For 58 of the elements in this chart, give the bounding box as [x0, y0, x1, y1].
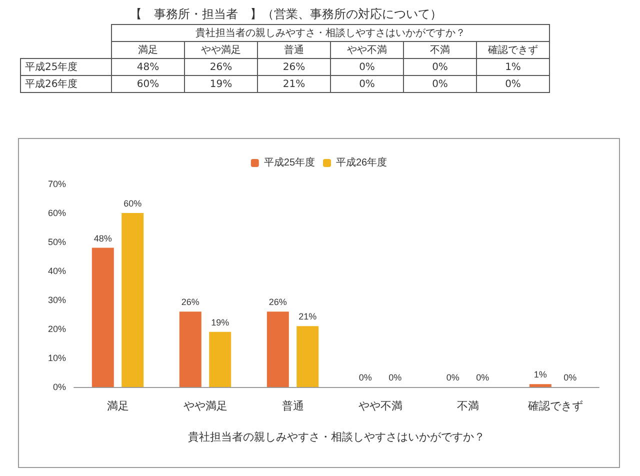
text: 0%: [446, 372, 460, 382]
y-tick-label: 60%: [48, 208, 66, 218]
text: 貴社担当者の親しみやすさ・相談しやすさはいかがですか？: [196, 28, 466, 39]
category-label: 満足: [138, 45, 158, 56]
x-tick-label: 普通: [282, 400, 304, 412]
text: 0%: [388, 372, 402, 382]
text: 0%: [476, 372, 490, 382]
data-label: 26%: [184, 58, 258, 76]
data-label: 0%: [330, 76, 404, 92]
category-label: 不満: [430, 45, 450, 56]
text: 0%: [564, 372, 577, 382]
chart-title: 【 事務所・担当者 】（営業、事務所の対応について）: [130, 6, 442, 23]
data-label: 21%: [258, 76, 330, 92]
category-label: やや不満: [347, 45, 387, 56]
data-label: 0%: [476, 76, 550, 92]
bar: [179, 312, 202, 387]
x-tick-label: やや満足: [183, 400, 228, 412]
y-tick-label: 50%: [48, 237, 66, 247]
category-label: やや満足: [201, 45, 241, 56]
bar: [92, 248, 114, 387]
category-label: 普通: [284, 45, 304, 56]
text: 0%: [358, 372, 372, 382]
text: 26%: [268, 297, 287, 308]
bar: [122, 213, 144, 387]
bar: [529, 384, 552, 387]
x-axis-title: 貴社担当者の親しみやすさ・相談しやすさはいかがですか？: [188, 430, 485, 444]
data-label: 0%: [330, 58, 404, 76]
text: 平成26年度: [25, 79, 78, 90]
bar: [296, 326, 319, 387]
text: 1%: [534, 370, 547, 380]
x-tick-label: やや不満: [358, 400, 402, 412]
text: 19%: [211, 317, 230, 328]
y-tick-label: 70%: [48, 179, 66, 189]
text: 平成25年度: [25, 62, 78, 73]
x-tick-label: 満足: [106, 400, 129, 412]
text: 48%: [94, 233, 112, 244]
bar: [209, 332, 232, 387]
data-label: 1%: [476, 58, 550, 76]
data-label: 60%: [112, 76, 184, 92]
data-label: 26%: [258, 58, 330, 76]
bar: [266, 312, 289, 387]
data-label: 0%: [404, 76, 476, 92]
text: 60%: [124, 198, 142, 208]
y-tick-label: 10%: [48, 353, 66, 363]
y-tick-label: 0%: [52, 382, 66, 392]
text: 21%: [298, 312, 317, 322]
category-label: 確認できず: [488, 45, 538, 56]
data-label: 0%: [404, 58, 476, 76]
text: 26%: [181, 297, 200, 308]
x-tick-label: 不満: [456, 400, 479, 412]
legend-label: 平成26年度: [336, 156, 388, 168]
y-tick-label: 20%: [48, 324, 66, 334]
y-tick-label: 40%: [48, 266, 66, 276]
data-label: 19%: [184, 76, 258, 92]
data-label: 48%: [112, 58, 184, 76]
y-tick-label: 30%: [48, 295, 66, 305]
legend-label: 平成25年度: [264, 156, 315, 168]
x-tick-label: 確認できず: [526, 400, 583, 412]
